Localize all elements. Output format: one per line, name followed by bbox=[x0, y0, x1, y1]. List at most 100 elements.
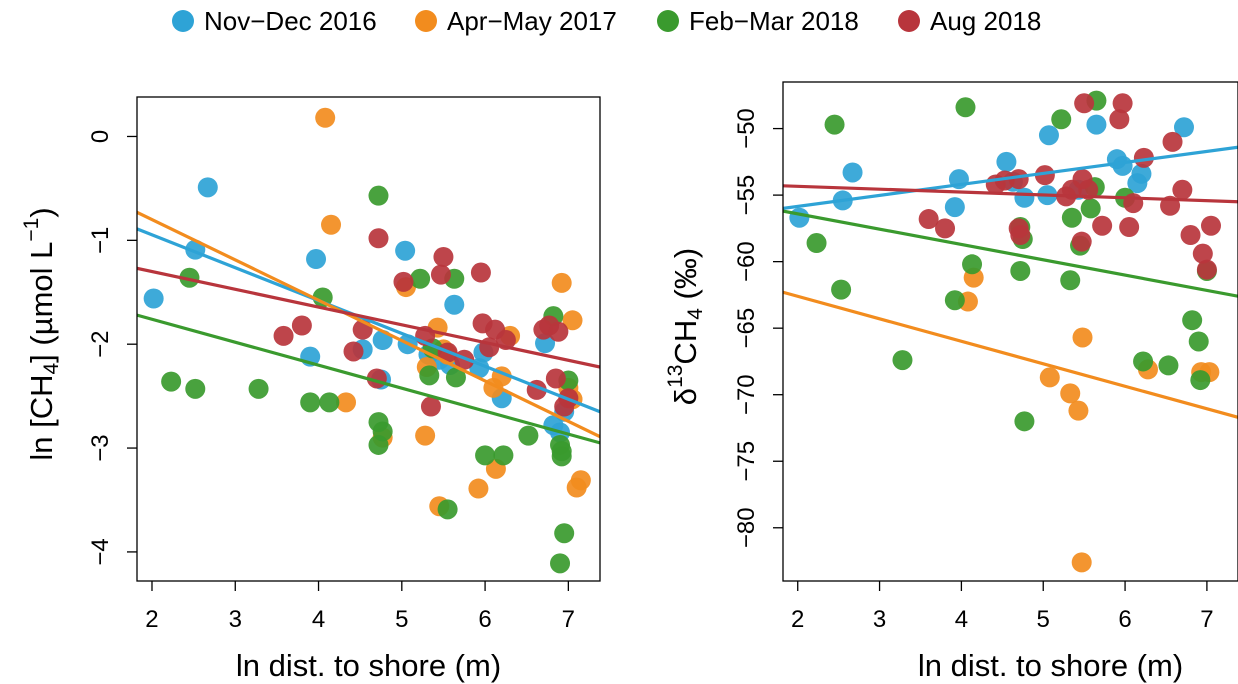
y-tick-label: −60 bbox=[733, 241, 760, 282]
x-tick-label: 7 bbox=[562, 606, 575, 633]
data-point bbox=[312, 287, 333, 308]
data-point bbox=[319, 392, 340, 413]
data-point bbox=[1109, 109, 1130, 130]
legend-item: Feb−Mar 2018 bbox=[657, 6, 859, 36]
data-point bbox=[179, 267, 200, 288]
data-point bbox=[445, 367, 466, 388]
x-axis-label: ln dist. to shore (m) bbox=[236, 648, 501, 683]
data-point bbox=[1133, 351, 1154, 372]
legend-marker bbox=[415, 10, 437, 32]
data-point bbox=[1173, 117, 1194, 138]
data-point bbox=[892, 350, 913, 371]
data-point bbox=[1060, 383, 1081, 404]
y-label-delta: δ bbox=[668, 388, 703, 405]
data-point bbox=[1010, 260, 1031, 281]
data-point bbox=[1162, 131, 1183, 152]
y-tick-label: −2 bbox=[87, 331, 114, 358]
legend: Nov−Dec 2016 Apr−May 2017 Feb−Mar 2018 Aug … bbox=[172, 6, 1041, 36]
data-point bbox=[1112, 155, 1133, 176]
y-label-superscript: 13 bbox=[664, 365, 687, 388]
data-point bbox=[789, 207, 810, 228]
data-point bbox=[306, 249, 327, 270]
x-tick-label: 6 bbox=[478, 606, 491, 633]
x-tick-label: 3 bbox=[873, 606, 886, 633]
data-point bbox=[1039, 367, 1060, 388]
plot-area bbox=[137, 107, 600, 574]
data-point bbox=[420, 396, 441, 417]
y-tick-label: −80 bbox=[733, 507, 760, 548]
data-point bbox=[475, 445, 496, 466]
data-point bbox=[944, 290, 965, 311]
data-point bbox=[393, 271, 414, 292]
data-point bbox=[1133, 147, 1154, 168]
data-point bbox=[806, 233, 827, 254]
y-label-ch: CH bbox=[668, 320, 703, 365]
legend-label: Nov−Dec 2016 bbox=[204, 6, 377, 36]
legend-item: Apr−May 2017 bbox=[415, 6, 617, 36]
data-point bbox=[1061, 207, 1082, 228]
data-point bbox=[824, 114, 845, 135]
data-point bbox=[161, 371, 182, 392]
y-axis-ticks: 0 −1 −2 −3 −4 bbox=[87, 130, 137, 566]
y-label-prefix: ln [CH bbox=[24, 375, 59, 461]
regression-line bbox=[783, 145, 1238, 210]
y-tick-label: −1 bbox=[87, 227, 114, 254]
data-point bbox=[935, 218, 956, 239]
data-point bbox=[1014, 411, 1035, 432]
data-point bbox=[1072, 327, 1093, 348]
data-point bbox=[1080, 198, 1101, 219]
data-point bbox=[1074, 93, 1095, 114]
y-axis-ticks: −50 −55 −60 −65 −70 −75 −80 bbox=[733, 108, 783, 548]
data-point bbox=[570, 470, 591, 491]
data-point bbox=[962, 254, 983, 275]
data-point bbox=[1188, 331, 1209, 352]
data-point bbox=[410, 268, 431, 289]
series-points bbox=[161, 185, 579, 574]
data-point bbox=[1182, 310, 1203, 331]
regression-line bbox=[137, 313, 600, 445]
y-label-superscript: −1 bbox=[20, 218, 43, 242]
legend-label: Aug 2018 bbox=[930, 6, 1041, 36]
y-tick-label: 0 bbox=[87, 130, 114, 143]
x-axis-ticks: 2 3 4 5 6 7 bbox=[145, 581, 575, 633]
data-point bbox=[372, 421, 393, 442]
y-tick-label: −65 bbox=[733, 308, 760, 349]
x-tick-label: 5 bbox=[1037, 606, 1050, 633]
legend-label: Apr−May 2017 bbox=[447, 6, 617, 36]
data-point bbox=[419, 365, 440, 386]
data-point bbox=[1071, 552, 1092, 573]
data-point bbox=[550, 553, 571, 574]
y-tick-label: −50 bbox=[733, 108, 760, 149]
legend-marker bbox=[657, 10, 679, 32]
d13c-ch4-panel: 2 3 4 5 6 7 −50 −55 −60 −65 −70 −75 −80 ln dist. to… bbox=[664, 81, 1238, 683]
y-tick-label: −4 bbox=[87, 538, 114, 565]
data-point bbox=[415, 425, 436, 446]
data-point bbox=[562, 310, 583, 331]
data-point bbox=[468, 478, 489, 499]
legend-label: Feb−Mar 2018 bbox=[689, 6, 859, 36]
data-point bbox=[1119, 217, 1140, 238]
data-point bbox=[1086, 114, 1107, 135]
data-point bbox=[444, 294, 465, 315]
plot-frame bbox=[136, 96, 601, 582]
data-point bbox=[1034, 165, 1055, 186]
x-tick-label: 4 bbox=[955, 606, 968, 633]
data-point bbox=[944, 197, 965, 218]
regression-line bbox=[783, 290, 1238, 419]
y-label-subscript: 4 bbox=[684, 308, 707, 320]
regression-line bbox=[783, 209, 1238, 298]
data-point bbox=[551, 441, 572, 462]
data-point bbox=[842, 162, 863, 183]
data-point bbox=[1123, 193, 1144, 214]
data-point bbox=[368, 185, 389, 206]
data-point bbox=[1010, 225, 1031, 246]
data-point bbox=[321, 214, 342, 235]
y-tick-label: −55 bbox=[733, 175, 760, 216]
data-point bbox=[185, 378, 206, 399]
legend-marker bbox=[898, 10, 920, 32]
data-point bbox=[1068, 400, 1089, 421]
data-point bbox=[1060, 270, 1081, 291]
data-point bbox=[493, 445, 514, 466]
data-point bbox=[1092, 215, 1113, 236]
